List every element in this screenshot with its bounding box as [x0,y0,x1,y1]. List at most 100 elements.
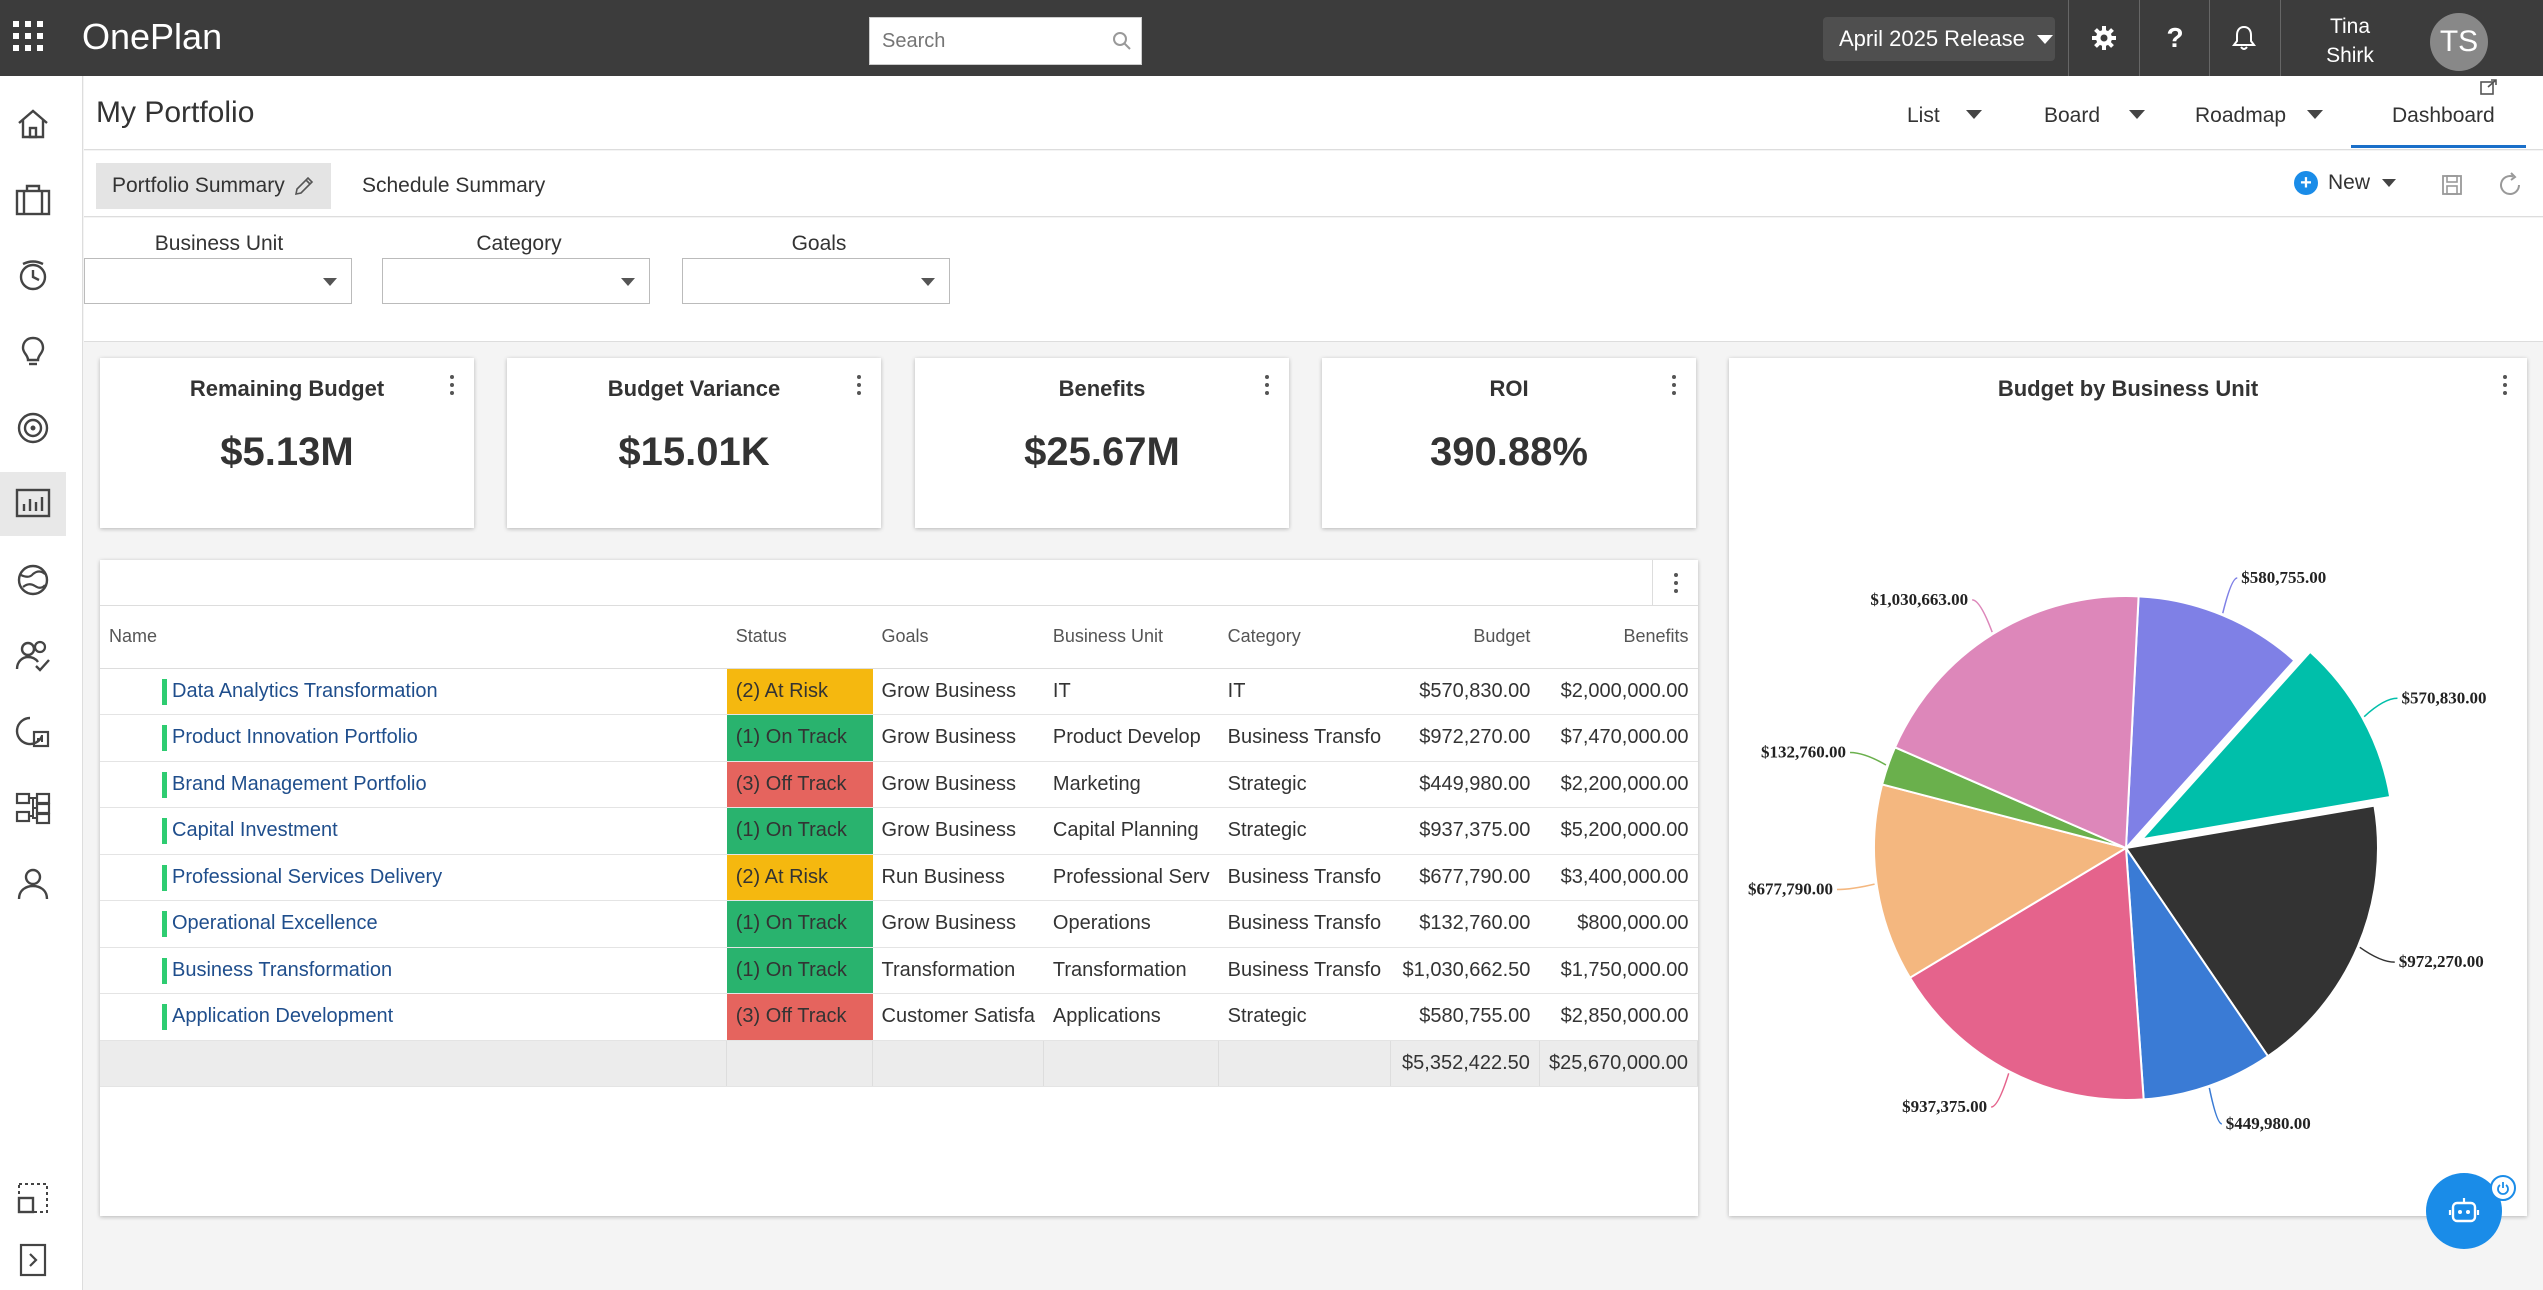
business-unit-select[interactable] [84,258,352,304]
table-row[interactable]: Business Transformation (1) On Track Trans… [100,947,1698,994]
pie-data-label: $580,755.00 [2241,568,2326,587]
new-label: New [2328,171,2371,194]
pie-data-label: $1,030,663.00 [1870,590,1968,609]
column-header-category[interactable]: Category [1218,606,1391,669]
tab-roadmap[interactable]: Roadmap [2195,104,2287,127]
category-select[interactable] [382,258,650,304]
expand-nav-icon[interactable] [0,1228,66,1290]
cell-benefits: $2,000,000.00 [1539,668,1698,715]
dashboard-icon[interactable] [0,472,66,536]
column-header-budget[interactable]: Budget [1390,606,1540,669]
lightbulb-icon[interactable] [0,320,66,384]
release-dropdown[interactable]: April 2025 Release [1823,17,2055,61]
pie-slice[interactable] [1873,783,2129,980]
app-launcher-icon[interactable] [8,16,48,56]
table-row[interactable]: Brand Management Portfolio (3) Off Track G… [100,761,1698,808]
project-link[interactable]: Professional Services Delivery [172,865,443,888]
dashboard-tabs: Portfolio Summary Schedule Summary + New [84,151,2543,217]
column-header-status[interactable]: Status [726,606,873,669]
pie-slice[interactable] [2139,650,2392,841]
cell-goals: Run Business [872,854,1044,901]
org-chart-icon[interactable] [0,776,66,840]
power-icon[interactable] [2490,1175,2516,1201]
chatbot-button[interactable] [2426,1173,2502,1249]
more-options-icon[interactable] [849,370,869,400]
tab-portfolio-summary[interactable]: Portfolio Summary [96,163,331,209]
goals-select[interactable] [682,258,950,304]
pie-slice[interactable] [2124,804,2379,1058]
settings-icon[interactable] [2086,20,2122,56]
more-options-icon[interactable] [1257,370,1277,400]
tab-schedule-summary[interactable]: Schedule Summary [362,174,546,197]
more-options-icon[interactable] [2495,370,2515,400]
table-row[interactable]: Product Innovation Portfolio (1) On Track… [100,714,1698,762]
top-bar: OnePlan April 2025 Release ? Tina Shirk … [0,0,2543,96]
table-body: Data Analytics Transformation (2) At Risk… [100,668,1698,1041]
table-row[interactable]: Data Analytics Transformation (2) At Risk… [100,668,1698,715]
timesheet-icon[interactable] [0,244,66,308]
main-content: My Portfolio List Board Roadmap Dashboar… [84,76,2543,1290]
table-row[interactable]: Capital Investment (1) On Track Grow Busin… [100,807,1698,855]
more-options-icon[interactable] [1652,560,1698,606]
pencil-icon[interactable] [293,175,315,197]
table-row[interactable]: Operational Excellence (1) On Track Grow B… [100,900,1698,948]
tab-list[interactable]: List [1907,104,1940,127]
new-button[interactable]: + New [2294,165,2397,201]
project-link[interactable]: Product Innovation Portfolio [172,726,418,749]
cell-business-unit: Operations [1043,900,1219,948]
project-link[interactable]: Operational Excellence [172,912,378,935]
target-icon[interactable] [0,396,66,460]
bell-icon[interactable] [2226,20,2262,56]
refresh-icon[interactable] [2496,171,2524,204]
column-header-goals[interactable]: Goals [872,606,1044,669]
pie-leader-line [1836,883,1875,891]
total-benefits: $25,670,000.00 [1539,1040,1699,1087]
home-icon[interactable] [0,92,66,156]
cell-budget: $580,755.00 [1390,993,1540,1041]
table-header-row: Name Status Goals Business Unit Category… [100,606,1698,669]
briefcase-icon[interactable] [0,168,66,232]
tab-board[interactable]: Board [2044,104,2101,127]
pie-slice[interactable] [1908,846,2145,1101]
more-options-icon[interactable] [442,370,462,400]
kpi-value: $25.67M [1024,430,1180,474]
globe-icon[interactable] [0,548,66,612]
project-link[interactable]: Brand Management Portfolio [172,772,427,795]
status-badge: (1) On Track [726,900,873,948]
status-badge: (1) On Track [726,714,873,762]
person-icon[interactable] [0,852,66,916]
column-header-name[interactable]: Name [100,606,727,669]
chevron-down-icon[interactable] [2307,110,2323,119]
popout-icon[interactable] [2479,78,2499,101]
cell-business-unit: IT [1043,668,1219,715]
layout-select-icon[interactable] [0,1166,66,1230]
project-link[interactable]: Application Development [172,1005,394,1028]
filter-label-category: Category [476,232,562,255]
tab-dashboard[interactable]: Dashboard [2392,104,2495,127]
chevron-down-icon[interactable] [2129,110,2145,119]
search-input[interactable] [870,18,1090,64]
pie-slice[interactable] [2124,595,2296,851]
search-box[interactable] [869,17,1142,65]
project-link[interactable]: Capital Investment [172,819,338,842]
column-header-business-unit[interactable]: Business Unit [1043,606,1219,669]
project-link[interactable]: Business Transformation [172,958,393,981]
table-row[interactable]: Application Development (3) Off Track Cust… [100,993,1698,1041]
chevron-down-icon[interactable] [1966,110,1982,119]
cell-name: Application Development [100,993,727,1041]
avatar[interactable]: TS [2430,13,2488,71]
save-icon[interactable] [2440,173,2464,202]
table-row[interactable]: Professional Services Delivery (2) At Ris… [100,854,1698,901]
chevron-down-icon [2036,34,2053,44]
project-link[interactable]: Data Analytics Transformation [172,679,438,702]
plus-icon: + [2294,171,2318,195]
search-icon[interactable] [1111,30,1133,57]
help-icon[interactable]: ? [2166,22,2184,53]
more-options-icon[interactable] [1664,370,1684,400]
pie-slice[interactable] [1893,595,2140,850]
chevron-down-icon [2382,179,2397,187]
column-header-benefits[interactable]: Benefits [1539,606,1698,669]
pie-slice[interactable] [2124,844,2270,1101]
report-search-icon[interactable] [0,700,66,764]
team-check-icon[interactable] [0,624,66,688]
